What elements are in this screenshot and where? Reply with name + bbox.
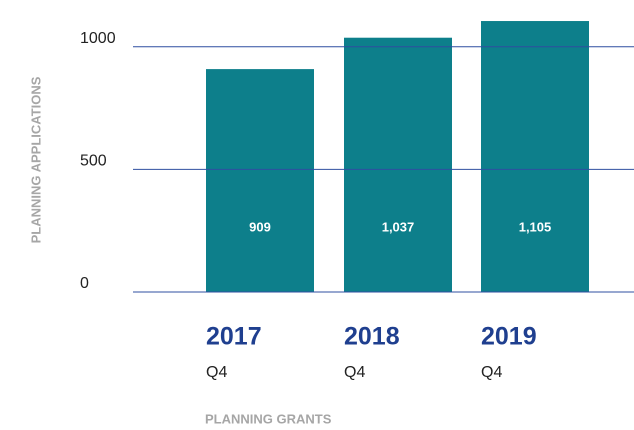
category-sublabel: Q4 <box>206 364 227 381</box>
value-label: 909 <box>249 219 271 234</box>
y-tick-label: 0 <box>80 275 89 292</box>
value-label: 1,037 <box>382 219 415 234</box>
y-tick-label: 1000 <box>80 30 116 47</box>
category-sublabel: Q4 <box>481 364 502 381</box>
bar <box>206 69 314 293</box>
category-label: 2017 <box>206 323 262 351</box>
value-label: 1,105 <box>519 219 552 234</box>
category-label: 2019 <box>481 323 537 351</box>
y-axis-label: PLANNING APPLICATIONS <box>28 76 43 243</box>
bar <box>344 37 452 292</box>
category-label: 2018 <box>344 323 400 351</box>
x-axis-label: PLANNING GRANTS <box>205 411 332 426</box>
category-sublabel: Q4 <box>344 364 365 381</box>
y-tick-label: 500 <box>80 153 107 170</box>
bar <box>481 21 589 292</box>
